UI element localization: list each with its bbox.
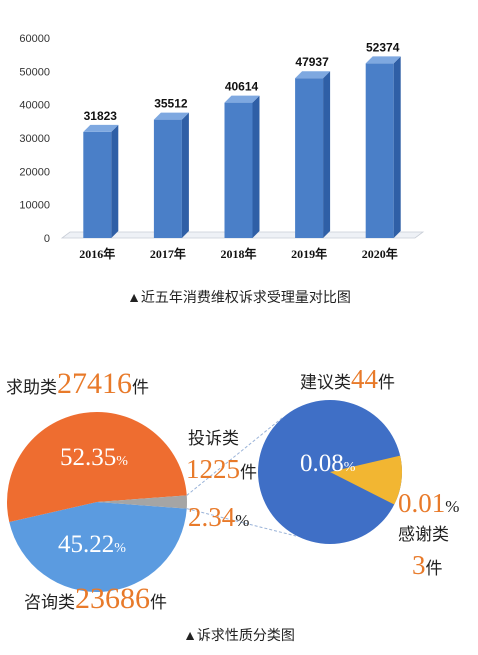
y-tick-label: 0: [44, 233, 50, 245]
percent-consult: 45.22%: [58, 531, 126, 558]
bar-chart-caption: ▲近五年消费维权诉求受理量对比图: [127, 291, 351, 306]
y-tick-label: 30000: [19, 133, 50, 145]
bar-chart: 0 10000 20000 30000 40000 50000 60000 31823 2016…: [19, 33, 425, 261]
x-tick-label: 2019年: [291, 246, 327, 261]
pie-slice-help: [7, 412, 187, 523]
pie-slice-consult: [9, 502, 187, 592]
bar: [153, 119, 182, 238]
bar-side: [393, 56, 401, 238]
y-tick-label: 60000: [19, 33, 50, 45]
sub-pie-slice-suggest: [258, 399, 402, 544]
pie-chart: 求助类27416件 52.35% 45.22% 咨询类23686件 投诉类 1225件 2.…: [6, 364, 459, 615]
y-tick-label: 50000: [19, 66, 50, 78]
bar-top: [365, 56, 401, 64]
x-tick-label: 2018年: [220, 246, 256, 261]
label-thanks-count: 3件: [412, 550, 443, 580]
y-tick-label: 10000: [19, 200, 50, 212]
bar-top: [224, 95, 260, 103]
y-tick-label: 40000: [19, 100, 50, 112]
bar: [224, 102, 253, 239]
data-label: 47937: [295, 55, 329, 69]
percent-thanks: 0.01%: [398, 488, 459, 518]
bar-side: [323, 71, 331, 239]
percent-help: 52.35%: [60, 444, 128, 471]
x-tick-label: 2016年: [79, 246, 115, 261]
connector-line: [186, 417, 283, 496]
bar-side: [111, 124, 119, 238]
label-complaint-count: 1225件: [186, 454, 257, 484]
label-thanks-name: 感谢类: [398, 525, 449, 544]
data-label: 31823: [84, 109, 118, 123]
sub-pie-slice-thanks: [330, 455, 403, 505]
data-label: 40614: [225, 80, 259, 94]
percent-complaint: 2.34%: [188, 502, 249, 532]
label-consult: 咨询类23686件: [24, 582, 167, 615]
x-tick-label: 2017年: [150, 246, 186, 261]
label-complaint-name: 投诉类: [188, 429, 239, 448]
data-label: 52374: [366, 40, 400, 54]
bar-side: [181, 112, 189, 238]
bar-top: [295, 71, 331, 79]
bar-top: [83, 124, 119, 132]
pie-slice-complaint: [97, 495, 187, 509]
bar-side: [252, 95, 260, 239]
data-label: 35512: [154, 97, 188, 111]
label-help: 求助类27416件: [6, 367, 149, 400]
bar: [365, 63, 394, 238]
label-suggest: 建议类44件: [300, 364, 395, 394]
y-tick-label: 20000: [19, 166, 50, 178]
pie-chart-caption: ▲诉求性质分类图: [183, 629, 295, 644]
percent-suggest: 0.08%: [300, 450, 356, 477]
connector-line: [186, 508, 297, 537]
x-tick-label: 2020年: [362, 246, 398, 261]
bar: [295, 78, 324, 239]
bar-top: [153, 112, 189, 120]
bar: [83, 131, 112, 238]
